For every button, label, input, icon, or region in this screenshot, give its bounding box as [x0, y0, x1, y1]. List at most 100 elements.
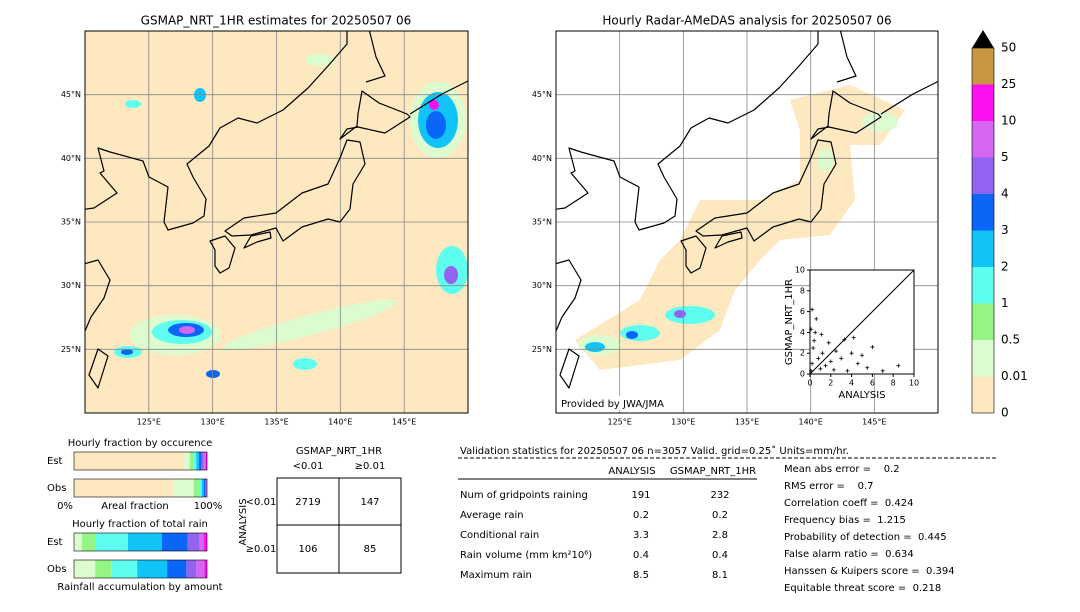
- lat-label: 40°N: [532, 154, 552, 163]
- lon-label: 125°E: [137, 418, 161, 427]
- score: Hanssen & Kuipers score = 0.394: [784, 566, 955, 577]
- lat-label: 25°N: [532, 345, 552, 354]
- lon-label: 130°E: [201, 418, 225, 427]
- fraction-segment: [193, 479, 200, 497]
- lat-label: 35°N: [532, 218, 552, 227]
- lat-label: 45°N: [61, 90, 81, 99]
- y-tick-label: 2: [800, 349, 805, 358]
- fraction-segment: [206, 479, 207, 497]
- scatter-point: [809, 327, 814, 332]
- colorbar-swatch: [972, 121, 994, 158]
- scatter-ylabel: GSMAP_NRT_1HR: [784, 279, 795, 365]
- fraction-segment: [203, 533, 207, 551]
- lat-label: 30°N: [61, 281, 81, 290]
- colorbar-swatch: [972, 340, 994, 377]
- row-label: ≥0.01: [246, 544, 277, 555]
- scatter-point: [816, 356, 821, 361]
- colorbar-swatch: [972, 303, 994, 340]
- stat-value: 0.2: [633, 510, 649, 521]
- credit-bg: [559, 396, 649, 410]
- y-tick-label: 0: [800, 370, 805, 379]
- x-tick-label: 2: [828, 379, 833, 388]
- axis-label: 100%: [194, 501, 223, 512]
- diagonal: [809, 269, 915, 375]
- fraction-segment: [189, 452, 194, 470]
- fraction-segment: [203, 479, 206, 497]
- stat-value: 3.3: [633, 530, 649, 541]
- fraction-segment: [167, 560, 187, 578]
- fraction-segment: [203, 452, 206, 470]
- colorbar-swatch: [972, 48, 994, 85]
- section-title: Hourly fraction of total rain: [72, 519, 208, 530]
- colorbar-label: 25: [1001, 77, 1016, 91]
- colorbar-frame: [971, 47, 995, 414]
- lon-label: 130°E: [671, 418, 695, 427]
- stat-value: 0.4: [712, 550, 728, 561]
- x-tick-label: 4: [849, 379, 854, 388]
- colorbar-swatch: [972, 267, 994, 304]
- fraction-segment: [205, 479, 207, 497]
- scatter-point: [849, 351, 854, 356]
- fraction-segment: [187, 533, 200, 551]
- scatter-point: [842, 337, 847, 342]
- scatter-point: [831, 367, 836, 372]
- scatter-point: [820, 351, 825, 356]
- colorbar-label: 10: [1001, 114, 1016, 128]
- grid: [85, 31, 468, 413]
- scatter-point: [845, 368, 850, 373]
- lat-label: 35°N: [61, 218, 81, 227]
- score: Equitable threat score = 0.218: [784, 583, 941, 594]
- scatter-point: [828, 359, 833, 364]
- scatter-point: [819, 332, 824, 337]
- fraction-segment: [137, 560, 168, 578]
- table-title: GSMAP_NRT_1HR: [296, 446, 382, 457]
- fraction-segment: [201, 452, 204, 470]
- fraction-segment: [95, 560, 112, 578]
- stat-value: 191: [631, 490, 650, 501]
- y-tick-label: 8: [800, 286, 805, 295]
- fraction-segment: [196, 560, 205, 578]
- stat-value: 0.4: [633, 550, 649, 561]
- lon-label: 135°E: [264, 418, 288, 427]
- colorbar-label: 0.5: [1001, 333, 1020, 347]
- fraction-segment: [74, 560, 96, 578]
- credit: Provided by JWA/JMA: [561, 399, 664, 410]
- fraction-segment: [173, 479, 194, 497]
- fraction-segment: [199, 533, 204, 551]
- map-title: GSMAP_NRT_1HR estimates for 20250507 06: [141, 14, 412, 28]
- lon-label: 125°E: [608, 418, 632, 427]
- stat-value: 232: [710, 490, 729, 501]
- axis-label: 0%: [57, 501, 73, 512]
- lat-label: 45°N: [532, 90, 552, 99]
- colorbar-label: 5: [1001, 150, 1009, 164]
- lon-label: 145°E: [392, 418, 416, 427]
- map-frame: [84, 30, 469, 414]
- scatter-point: [812, 338, 817, 343]
- section-title: Hourly fraction by occurence: [68, 438, 212, 449]
- scatter-point: [870, 344, 875, 349]
- fraction-segment: [74, 452, 185, 470]
- score: Mean abs error = 0.2: [784, 464, 900, 475]
- bar-frame: [73, 478, 208, 498]
- stat-value: 8.5: [633, 570, 649, 581]
- fraction-segment: [193, 452, 197, 470]
- score: Frequency bias = 1.215: [784, 515, 906, 526]
- stat-value: 0.2: [712, 510, 728, 521]
- fraction-segment: [161, 533, 188, 551]
- lon-label: 140°E: [799, 418, 823, 427]
- colorbar-label: 4: [1001, 187, 1009, 201]
- stat-label: Num of gridpoints raining: [460, 490, 588, 501]
- fraction-segment: [74, 533, 82, 551]
- lon-label: 135°E: [735, 418, 759, 427]
- col-label: <0.01: [293, 461, 324, 472]
- colorbar-label: 1: [1001, 296, 1009, 310]
- x-tick-label: 8: [891, 379, 896, 388]
- map-title: Hourly Radar-AMeDAS analysis for 2025050…: [602, 14, 891, 28]
- lat-label: 40°N: [61, 154, 81, 163]
- bar-frame: [73, 532, 208, 552]
- lat-label: 30°N: [532, 281, 552, 290]
- fraction-segment: [199, 452, 202, 470]
- cell: 2719: [295, 497, 320, 508]
- fraction-segment: [186, 560, 197, 578]
